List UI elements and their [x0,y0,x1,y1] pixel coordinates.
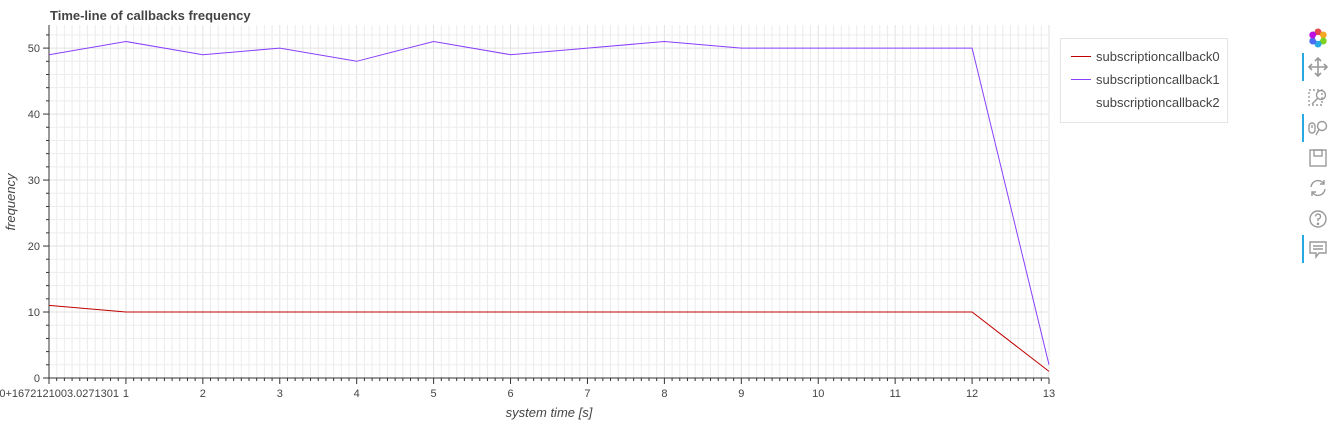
x-tick-label: 12 [966,388,978,400]
y-tick-label: 10 [28,307,40,319]
legend-swatch [1071,102,1091,103]
legend[interactable]: subscriptioncallback0 subscriptioncallba… [1060,38,1228,123]
x-axis-label: system time [s] [506,405,593,420]
reset-icon[interactable] [1302,174,1332,202]
series-line-1 [48,40,1050,365]
x-tick-label: 5 [431,388,437,400]
series-layer [48,40,1050,372]
y-tick-label: 40 [28,109,40,121]
x-tick-label: 7 [584,388,590,400]
x-tick-label: 11 [889,388,900,400]
y-axis-label: frequency [3,172,18,231]
x-tick-label: 10 [812,388,824,400]
x-tick-label: 13 [1043,388,1055,400]
x-tick-label: 9 [738,388,744,400]
toolbar [1302,22,1332,272]
axes: 0+1672121003.0271301 1 2 3 4 5 6 7 8 9 10 11 12 13010… [0,25,1055,400]
x-tick-label: 0+1672121003.0271301 [0,388,119,400]
y-tick-label: 30 [28,175,40,187]
legend-label: subscriptioncallback2 [1096,95,1220,110]
x-tick-label: 3 [277,388,283,400]
x-tick-label: 8 [661,388,667,400]
hover-icon[interactable] [1302,235,1332,263]
x-tick-label: 6 [507,388,513,400]
y-tick-label: 50 [28,43,40,55]
series-line-0 [48,304,1050,372]
help-icon[interactable] [1302,205,1332,233]
legend-swatch [1071,79,1091,80]
legend-label: subscriptioncallback1 [1096,72,1220,87]
pan-icon[interactable] [1302,53,1332,81]
legend-item-2[interactable]: subscriptioncallback2 [1061,93,1227,113]
chart-title: Time-line of callbacks frequency [50,8,251,23]
y-tick-label: 0 [34,373,40,385]
legend-item-1[interactable]: subscriptioncallback1 [1061,70,1227,90]
x-tick-label: 4 [354,388,360,400]
save-icon[interactable] [1302,144,1332,172]
grid [48,25,1050,379]
wheel-zoom-icon[interactable] [1302,114,1332,142]
bokeh-logo-icon[interactable] [1302,24,1332,52]
legend-swatch [1071,56,1091,57]
x-tick-label: 1 [123,388,129,400]
x-tick-label: 2 [200,388,206,400]
y-tick-label: 20 [28,241,40,253]
legend-label: subscriptioncallback0 [1096,49,1220,64]
legend-item-0[interactable]: subscriptioncallback0 [1061,47,1227,67]
box-zoom-icon[interactable] [1302,83,1332,111]
